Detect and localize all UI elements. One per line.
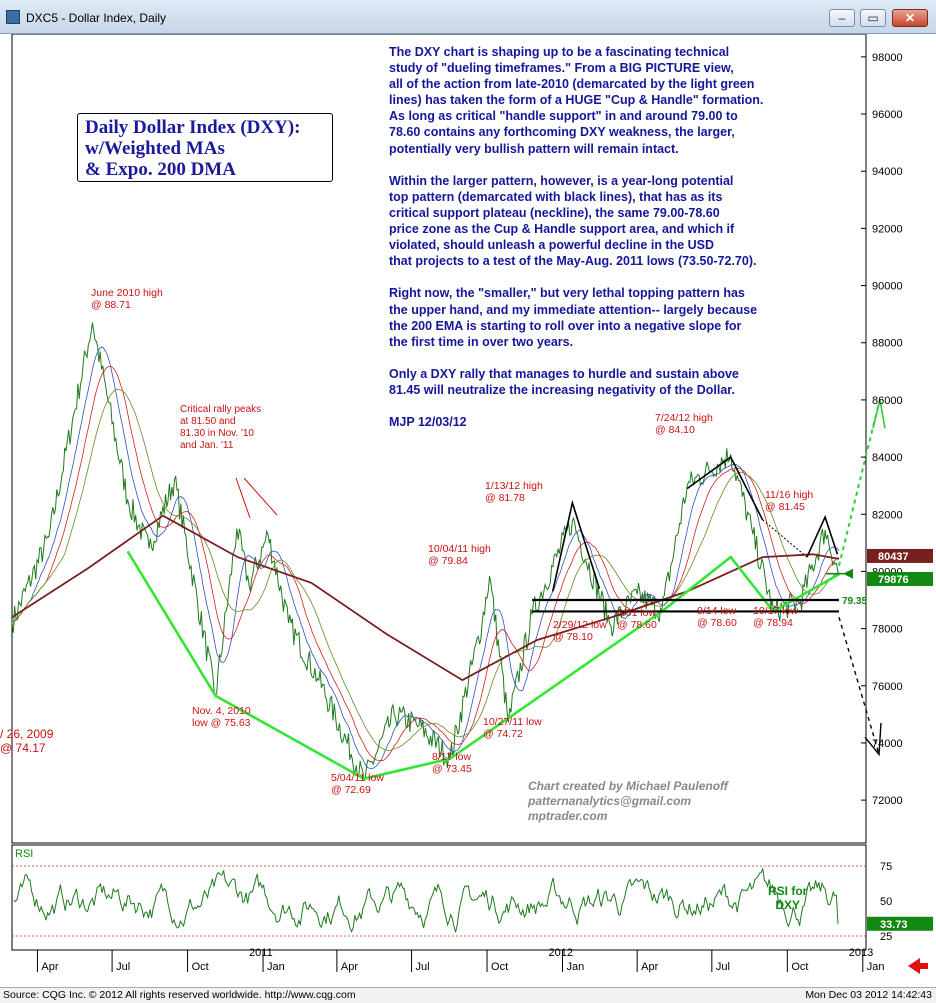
window-titlebar: DXC5 - Dollar Index, Daily – ▭ ✕ bbox=[0, 0, 936, 34]
ema-200-line bbox=[11, 514, 840, 682]
x-year-label: 2013 bbox=[849, 947, 873, 959]
x-month-label: Jan bbox=[267, 961, 285, 973]
bear-arrow-head bbox=[864, 722, 882, 757]
chart-legend-title: Daily Dollar Index (DXY): w/Weighted MAs… bbox=[77, 113, 333, 182]
y-tick-label: 94000 bbox=[872, 166, 903, 178]
x-month-label: Jul bbox=[116, 961, 130, 973]
price-line bbox=[11, 322, 840, 782]
y-tick-label: 82000 bbox=[872, 509, 903, 521]
rsi-tick-label: 75 bbox=[880, 861, 892, 873]
annotation-nov2012-high: 11/16 high @ 81.45 bbox=[765, 489, 814, 513]
price-tag-label: 80437 bbox=[878, 551, 909, 563]
annotation-may2011-low: 5/04/11 low @ 72.69 bbox=[331, 772, 384, 796]
neckline-level-label: 79.35 bbox=[842, 596, 867, 607]
y-tick-label: 90000 bbox=[872, 281, 903, 293]
y-tick-label: 74000 bbox=[872, 738, 903, 750]
price-tag-label: 79876 bbox=[878, 574, 909, 586]
annotation-aug2011-low: 8/17 low @ 73.45 bbox=[432, 751, 472, 775]
x-month-label: Oct bbox=[491, 961, 508, 973]
price-tag-box bbox=[867, 548, 933, 563]
top-pattern-line-2 bbox=[806, 514, 839, 558]
top-pattern-dash bbox=[762, 519, 808, 558]
annotation-feb2012-low: 2/29/12 low @ 78.10 bbox=[553, 619, 607, 643]
status-footer: Source: CQG Inc. © 2012 All rights reser… bbox=[0, 987, 936, 1003]
scroll-left-arrow-icon bbox=[908, 958, 928, 974]
annotation-oct2011-low: 10/27/11 low @ 74.72 bbox=[483, 716, 542, 740]
x-year-label: 2011 bbox=[249, 947, 273, 959]
wma-mid-line bbox=[11, 365, 840, 761]
y-tick-label: 98000 bbox=[872, 52, 903, 64]
chart-credit: Chart created by Michael Paulenoff patte… bbox=[528, 779, 728, 823]
annotation-sep2012-low: 9/14 low @ 78.60 bbox=[697, 605, 737, 629]
commentary-text: The DXY chart is shaping up to be a fasc… bbox=[389, 45, 764, 430]
top-pattern-line-1 bbox=[686, 455, 764, 521]
annotation-june2010: June 2010 high @ 88.71 bbox=[91, 287, 163, 311]
y-tick-label: 92000 bbox=[872, 223, 903, 235]
rsi-line bbox=[13, 866, 839, 933]
current-price-pointer-head bbox=[843, 568, 853, 579]
rsi-label: RSI for DXY bbox=[768, 884, 808, 912]
price-chart: 79.35 98000 96000 94000 92000 90000 88000 8600… bbox=[11, 34, 933, 974]
x-month-label: Apr bbox=[341, 961, 358, 973]
x-month-label: Jan bbox=[567, 961, 585, 973]
wma-short-line bbox=[11, 346, 840, 770]
minimize-button[interactable]: – bbox=[829, 9, 855, 27]
x-month-label: Jul bbox=[716, 961, 730, 973]
y-tick-label: 88000 bbox=[872, 338, 903, 350]
y-tick-label: 86000 bbox=[872, 395, 903, 407]
y-tick-label: 84000 bbox=[872, 452, 903, 464]
annotation-nov2010-low: Nov. 4, 2010 low @ 75.63 bbox=[192, 705, 251, 729]
annotation-jul2012-high: 7/24/12 high @ 84.10 bbox=[655, 412, 713, 436]
annotation-critical-peaks: Critical rally peaks at 81.50 and 81.30 … bbox=[180, 404, 262, 451]
x-month-label: Oct bbox=[192, 961, 209, 973]
critical-arrow-2 bbox=[243, 477, 278, 516]
close-button[interactable]: ✕ bbox=[892, 9, 928, 27]
rsi-tick-label: 25 bbox=[880, 931, 892, 943]
y-tick-label: 96000 bbox=[872, 109, 903, 121]
y-tick-label: 72000 bbox=[872, 795, 903, 807]
rsi-tick-label: 50 bbox=[880, 896, 892, 908]
app-icon bbox=[6, 10, 20, 24]
rsi-title: RSI bbox=[15, 848, 33, 860]
y-tick-label: 76000 bbox=[872, 681, 903, 693]
annotation-may2012-low: 5/01 low @ 78.60 bbox=[617, 607, 657, 631]
cup-handle-line bbox=[126, 550, 840, 781]
footer-source: Source: CQG Inc. © 2012 All rights reser… bbox=[3, 989, 356, 1001]
top-pattern-line-0 bbox=[551, 499, 601, 592]
annotation-jan2012-high: 1/13/12 high @ 81.78 bbox=[485, 480, 543, 504]
wma-long-line bbox=[11, 388, 840, 751]
rsi-panel-frame bbox=[11, 844, 867, 951]
rsi-value-label: 33.73 bbox=[880, 919, 908, 931]
bull-arrow-head bbox=[872, 399, 886, 429]
x-month-label: Apr bbox=[641, 961, 658, 973]
annotation-oct2011-high: 10/04/11 high @ 79.84 bbox=[428, 543, 491, 567]
footer-datetime: Mon Dec 03 2012 14:42:43 bbox=[805, 989, 932, 1001]
x-month-label: Jul bbox=[416, 961, 430, 973]
y-tick-label: 78000 bbox=[872, 624, 903, 636]
critical-arrow-1 bbox=[235, 477, 251, 519]
x-month-label: Jan bbox=[867, 961, 885, 973]
maximize-button[interactable]: ▭ bbox=[860, 9, 886, 27]
annotation-oct2012-low: 10/17 low @ 78.94 bbox=[753, 605, 798, 629]
x-month-label: Apr bbox=[41, 961, 58, 973]
rsi-value-box bbox=[867, 916, 933, 931]
window-title: DXC5 - Dollar Index, Daily bbox=[26, 11, 167, 25]
annotation-left-2009: / 26, 2009 @ 74.17 bbox=[0, 727, 54, 755]
price-tag-box bbox=[867, 571, 933, 586]
x-year-label: 2012 bbox=[549, 947, 573, 959]
x-month-label: Oct bbox=[791, 961, 808, 973]
bull-projection-arrow bbox=[838, 402, 880, 566]
